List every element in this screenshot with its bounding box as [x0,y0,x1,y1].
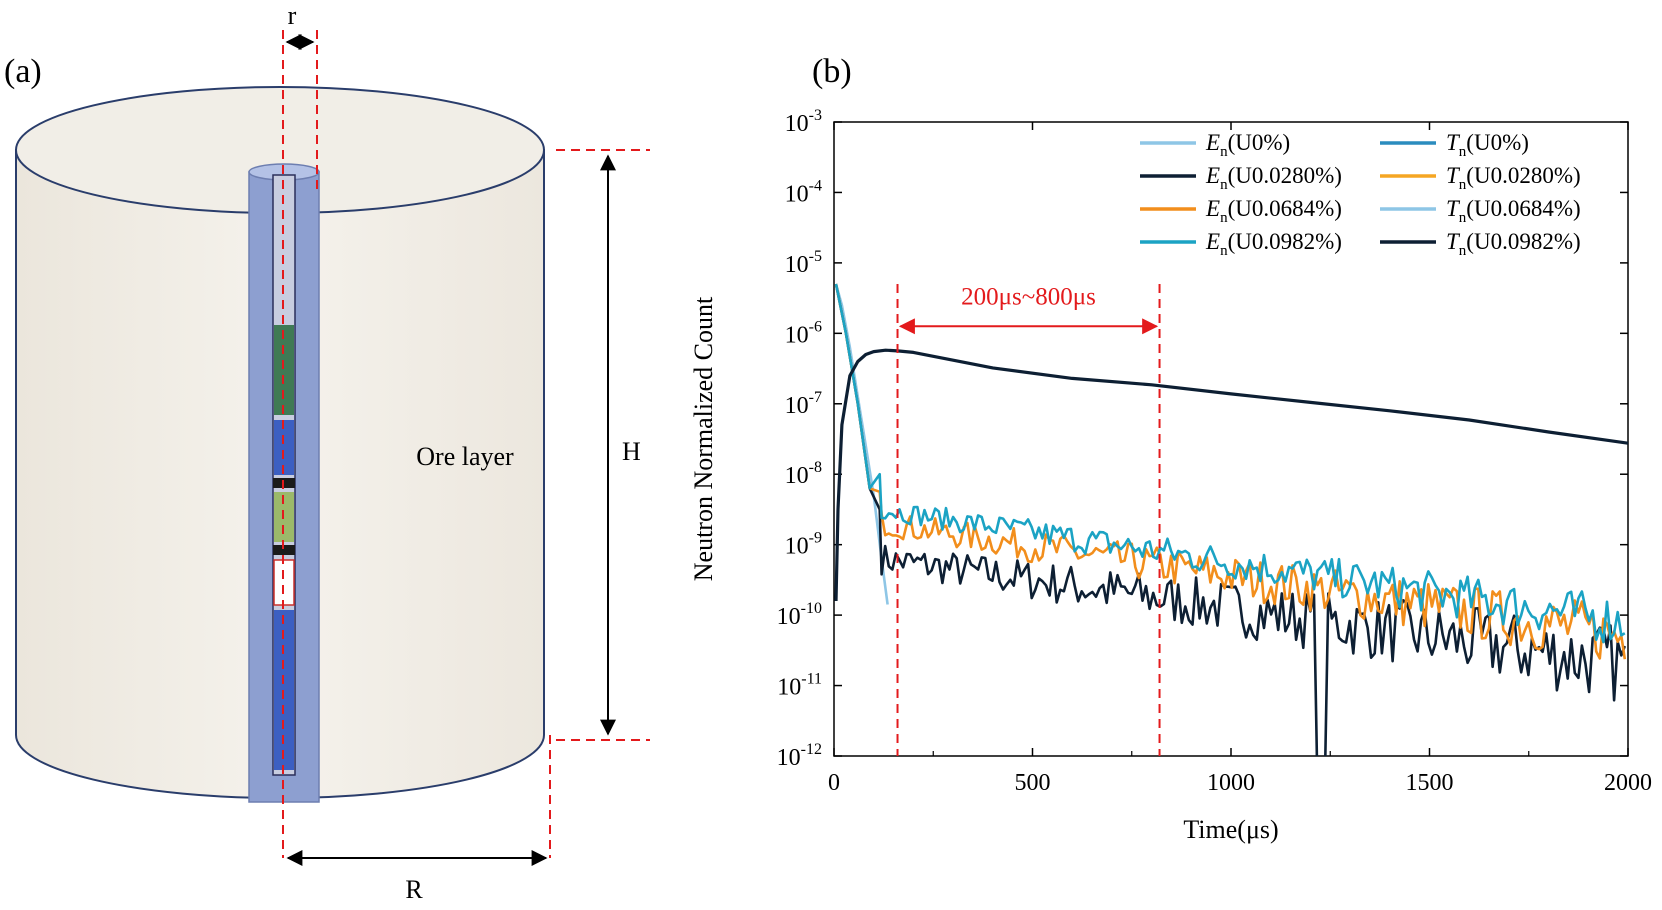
legend-label: En(U0.0982%) [1205,229,1342,259]
legend-label: En(U0%) [1205,130,1290,160]
plot-area [834,283,1628,756]
panel-b-label: (b) [812,53,852,90]
big-r-label: R [405,875,423,904]
panel-a-label: (a) [4,53,42,90]
legend: En(U0%) Tn(U0%) En(U0.0280%) Tn(U0.0280%) En… [1140,130,1581,259]
y-tick-label: 10-10 [777,600,822,630]
ore-layer-label: Ore layer [416,442,514,471]
legend-label: En(U0.0684%) [1205,196,1342,226]
x-tick-label: 1500 [1406,770,1454,796]
y-axis-title: Neutron Normalized Count [689,296,718,581]
x-tick-label: 0 [828,770,840,796]
window-label: 200μs~800μs [961,283,1096,310]
y-tick-label: 10-5 [785,248,822,278]
x-tick-label: 1000 [1207,770,1255,796]
legend-label: En(U0.0280%) [1205,163,1342,193]
legend-label: Tn(U0%) [1446,130,1529,160]
y-tick-label: 10-11 [777,671,822,701]
x-tick-label: 2000 [1604,770,1652,796]
y-tick-label: 10-7 [785,389,822,419]
y-tick-label: 10-9 [785,530,822,560]
y-tick-label: 10-4 [785,177,822,207]
thermal-series-line [834,348,1628,602]
x-axis-title: Time(μs) [1183,815,1278,844]
panel-a: (a) r H R [4,1,650,904]
legend-label: Tn(U0.0982%) [1446,229,1581,259]
h-label: H [622,437,641,466]
legend-label: Tn(U0.0684%) [1446,196,1581,226]
epithermal-series-line [834,283,1626,644]
decay-chart: 0 500 1000 1500 2000 10-12 10-11 10-10 10-9 10-8 1… [689,107,1652,844]
y-tick-label: 10-8 [785,459,822,489]
y-tick-label: 10-3 [785,107,822,137]
legend-label: Tn(U0.0280%) [1446,163,1581,193]
epithermal-series-line [834,283,1627,756]
y-tick-label: 10-6 [785,318,822,348]
x-tick-label: 500 [1015,770,1051,796]
logging-tool [272,174,296,776]
y-tick-label: 10-12 [777,741,822,771]
epithermal-series-line [834,283,1627,660]
r-label: r [288,1,297,30]
panel-b: (b) 0 500 1000 1500 2000 10-12 10-11 10-10 10-9 1… [689,53,1652,844]
